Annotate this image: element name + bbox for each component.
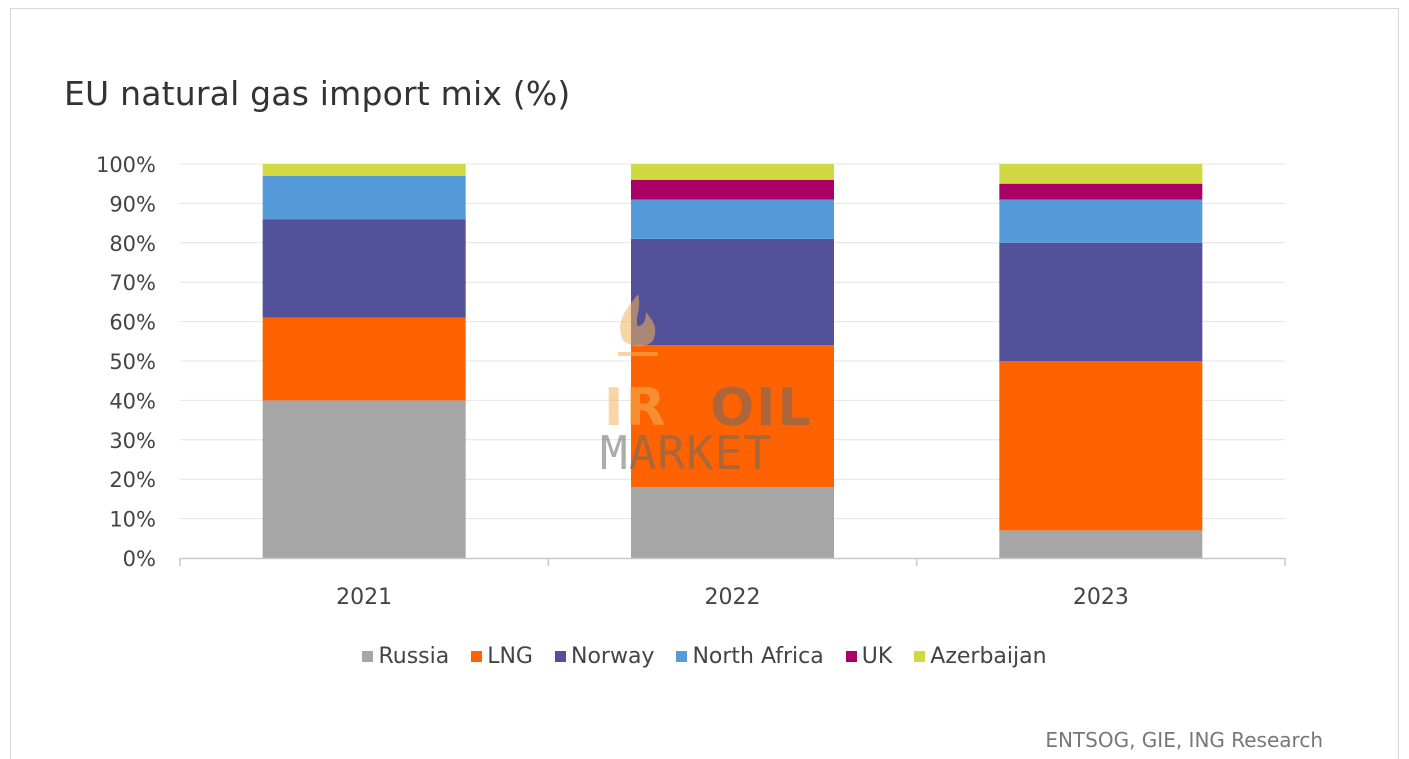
legend-item: North Africa (676, 644, 824, 669)
bar-segment (999, 242, 1203, 361)
y-tick-label: 50% (109, 350, 156, 374)
bar-segment (631, 164, 834, 180)
legend-item: Russia (362, 644, 449, 669)
y-tick-label: 60% (109, 311, 156, 335)
bar-segment (999, 164, 1203, 184)
bar-segment (999, 530, 1203, 558)
bar-segment (262, 317, 466, 401)
legend-item: LNG (471, 644, 533, 669)
y-tick-label: 0% (123, 547, 156, 571)
bar-segment (631, 179, 834, 200)
chart-title: EU natural gas import mix (%) (64, 74, 571, 113)
legend-swatch (676, 651, 688, 662)
legend-label: Norway (570, 644, 655, 669)
bar-segment (999, 199, 1203, 243)
chart-legend: Russia LNG Norway North Africa UK Azerbaijan (0, 644, 1409, 669)
legend-label: Azerbaijan (930, 644, 1047, 669)
legend-swatch (471, 651, 483, 662)
legend-label: UK (861, 644, 893, 669)
legend-item: UK (845, 644, 893, 669)
y-tick-label: 100% (96, 153, 156, 177)
bar-segment (631, 487, 834, 558)
y-tick-label: 90% (109, 192, 156, 216)
y-tick-label: 20% (109, 468, 156, 492)
bar-segment (631, 238, 834, 346)
legend-item: Norway (554, 644, 655, 669)
bar-segment (262, 175, 466, 220)
x-tick-label: 2021 (336, 585, 392, 610)
x-tick-label: 2023 (1073, 585, 1129, 610)
legend-label: Russia (378, 644, 450, 669)
legend-item: Azerbaijan (914, 644, 1047, 669)
x-tick-label: 2022 (705, 585, 761, 610)
y-tick-label: 70% (109, 271, 156, 295)
bar-segment (262, 164, 466, 176)
bar-segment (631, 345, 834, 488)
bar-segment (999, 361, 1203, 531)
bar-segment (631, 199, 834, 239)
legend-swatch (554, 651, 566, 662)
legend-label: North Africa (692, 644, 824, 669)
y-tick-label: 30% (109, 429, 156, 453)
legend-swatch (845, 651, 857, 662)
bar-segment (999, 183, 1203, 200)
bar-segment (262, 400, 466, 558)
source-note: ENTSOG, GIE, ING Research (1045, 728, 1323, 752)
legend-swatch (362, 651, 374, 662)
legend-swatch (914, 651, 926, 662)
y-tick-label: 40% (109, 389, 156, 413)
y-tick-label: 10% (109, 508, 156, 532)
legend-label: LNG (487, 644, 533, 669)
y-tick-label: 80% (109, 232, 156, 256)
bar-segment (262, 219, 466, 318)
